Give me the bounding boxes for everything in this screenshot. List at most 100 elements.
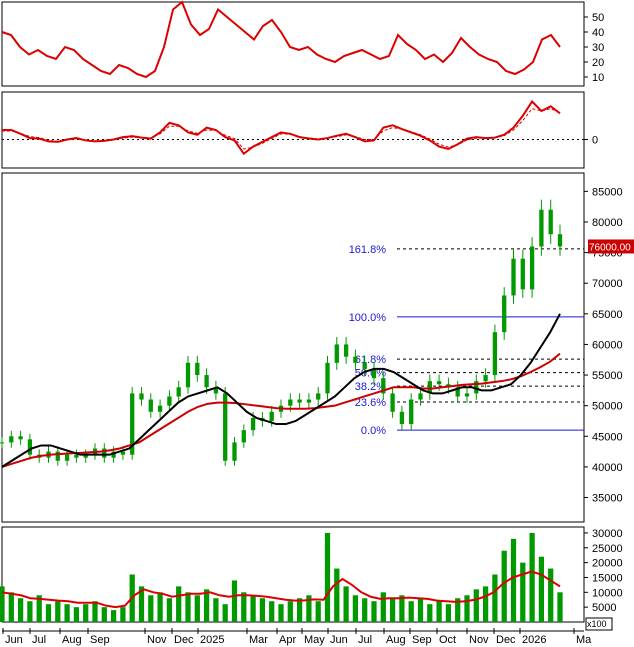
price-tick-label: 60000 xyxy=(592,339,623,351)
volume-bar xyxy=(362,598,368,622)
volume-bar xyxy=(73,607,80,622)
volume-bar xyxy=(482,586,489,622)
volume-bar xyxy=(92,601,98,622)
last-price-label: 76000.00 xyxy=(589,242,631,253)
macd-tick-label: 0 xyxy=(592,135,598,147)
x-tick-label: Aug xyxy=(386,634,406,646)
oscillator-line xyxy=(1,0,561,79)
volume-bar xyxy=(8,592,14,622)
candle-body xyxy=(167,396,172,406)
volume-bar xyxy=(334,568,340,622)
candle-body xyxy=(18,436,23,440)
volume-bar xyxy=(306,595,312,622)
macd-line xyxy=(2,99,561,156)
price-tick-label: 55000 xyxy=(592,370,623,382)
volume-bar xyxy=(492,574,498,622)
volume-bar xyxy=(389,598,396,622)
volume-bar xyxy=(380,592,386,622)
volume-bar xyxy=(464,595,470,622)
volume-bar xyxy=(185,592,191,622)
volume-unit-box xyxy=(585,617,613,631)
volume-bar xyxy=(231,580,238,622)
volume-bar xyxy=(324,532,331,622)
candle-body xyxy=(102,448,107,458)
fibonacci-label: 38.2% xyxy=(355,381,386,393)
candle-body xyxy=(195,362,200,376)
x-tick-label: 2026 xyxy=(522,634,546,646)
volume-tick-label: 10000 xyxy=(592,587,623,599)
oscillator-tick-label: 10 xyxy=(592,72,604,84)
x-tick-label: Apr xyxy=(279,634,296,646)
oscillator-panel: 10 20 30 40 50 xyxy=(1,0,604,84)
candle-body xyxy=(548,209,553,235)
candle-body xyxy=(455,387,460,397)
x-tick-label: Sep xyxy=(90,634,110,646)
volume-bar xyxy=(203,589,210,622)
candle-body xyxy=(297,399,302,403)
candle-body xyxy=(520,258,525,290)
volume-bar xyxy=(241,592,247,622)
volume-bar xyxy=(250,595,256,622)
candle-body xyxy=(241,430,246,443)
fibonacci-label: 0.0% xyxy=(361,425,386,437)
x-tick-label: Nov xyxy=(469,634,489,646)
candle-body xyxy=(427,381,432,394)
oscillator-tick-label: 20 xyxy=(592,57,604,69)
oscillator-tick-label: 50 xyxy=(592,12,604,24)
candle-body xyxy=(353,356,358,363)
candle-body xyxy=(529,246,535,290)
candle-body xyxy=(139,393,144,400)
volume-bar xyxy=(194,595,200,622)
candle-body xyxy=(27,439,33,455)
x-tick-label: Jun xyxy=(5,634,23,646)
volume-bar xyxy=(557,592,563,622)
candle-body xyxy=(381,378,386,394)
candle-body xyxy=(130,393,135,455)
volume-bar xyxy=(83,604,89,622)
volume-bar xyxy=(166,598,173,622)
volume-bar xyxy=(222,604,228,622)
volume-bar xyxy=(176,586,182,622)
macd-frame xyxy=(1,91,585,169)
candle-body xyxy=(390,393,395,412)
candle-body xyxy=(409,399,414,425)
candle-body xyxy=(539,209,544,247)
price-tick-label: 40000 xyxy=(592,462,623,474)
macd-panel: 0 xyxy=(2,99,598,156)
candle-body xyxy=(557,234,563,247)
volume-bar xyxy=(64,604,70,622)
volume-bar xyxy=(36,595,42,622)
volume-bar xyxy=(101,607,107,622)
volume-bar xyxy=(399,595,405,622)
volume-bar xyxy=(138,586,145,622)
candle-body xyxy=(362,362,367,369)
candle-body xyxy=(325,362,330,394)
candle-body xyxy=(316,393,321,400)
candle-body xyxy=(232,442,237,461)
volume-bar xyxy=(455,598,461,622)
oscillator-tick-label: 40 xyxy=(592,27,604,39)
candle-body xyxy=(343,344,349,357)
volume-bar xyxy=(120,607,126,622)
price-frame xyxy=(1,172,585,523)
fibonacci-label: 50.0% xyxy=(355,368,386,380)
x-tick-label: Sep xyxy=(412,634,432,646)
candle-body xyxy=(157,405,163,412)
volume-bar xyxy=(287,601,293,622)
x-tick-label: Nov xyxy=(147,634,167,646)
candle-body xyxy=(0,442,5,444)
volume-bar xyxy=(520,562,526,622)
volume-bar xyxy=(343,586,349,622)
volume-bar xyxy=(27,601,33,622)
candle-body xyxy=(399,411,405,425)
volume-bar xyxy=(45,604,52,622)
last-price-box xyxy=(588,239,634,254)
fibonacci-label: 23.6% xyxy=(355,397,386,409)
volume-bar xyxy=(501,550,507,622)
x-tick-label: Oct xyxy=(439,634,456,646)
x-axis: Jun Jul Aug Sep Nov Dec 2025 Mar Apr May Jun Jul Aug… xyxy=(2,628,592,646)
volume-bar xyxy=(548,568,554,622)
x-tick-label: Dec xyxy=(496,634,516,646)
candle-body xyxy=(483,375,488,382)
candle-body xyxy=(502,295,507,333)
